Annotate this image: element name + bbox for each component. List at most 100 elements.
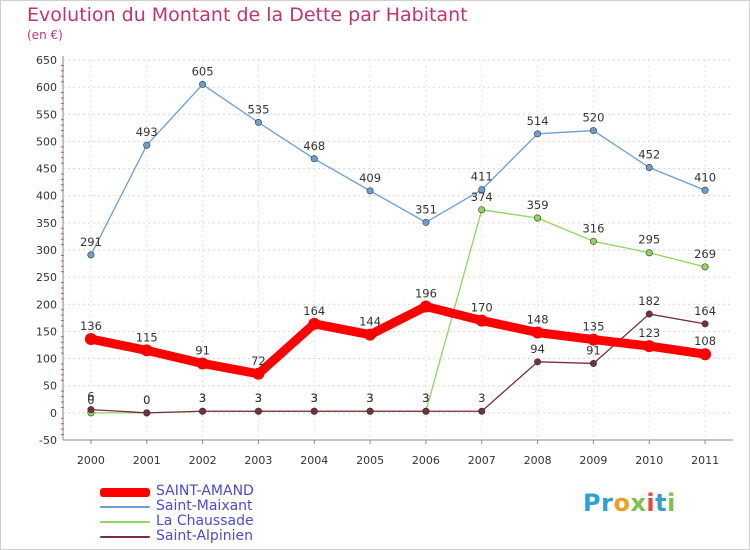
data-label: 409 bbox=[359, 171, 381, 185]
data-point bbox=[534, 358, 542, 366]
data-point bbox=[645, 249, 653, 257]
data-label: 351 bbox=[415, 202, 437, 216]
data-point bbox=[534, 130, 542, 138]
data-point bbox=[475, 314, 488, 327]
axes: -500501001502002503003504004505005506006… bbox=[36, 54, 733, 467]
data-label: 3 bbox=[311, 391, 318, 405]
data-label: 91 bbox=[586, 343, 601, 357]
data-point bbox=[589, 359, 597, 367]
legend-label: SAINT-AMAND bbox=[156, 483, 254, 499]
data-label: 0 bbox=[87, 393, 94, 407]
chart-title: Evolution du Montant de la Dette par Hab… bbox=[27, 4, 468, 26]
data-label: 94 bbox=[530, 342, 545, 356]
x-tick-label: 2009 bbox=[579, 454, 607, 467]
data-label: 359 bbox=[527, 198, 549, 212]
data-label: 493 bbox=[136, 125, 158, 139]
data-point bbox=[199, 407, 207, 415]
data-label: 144 bbox=[359, 315, 381, 329]
data-label: 196 bbox=[415, 286, 437, 300]
data-point bbox=[87, 406, 95, 414]
legend-swatch bbox=[100, 521, 150, 523]
data-point bbox=[587, 333, 600, 346]
data-label: 108 bbox=[694, 334, 716, 348]
data-point bbox=[364, 328, 377, 341]
legend-swatch bbox=[100, 536, 150, 538]
data-label: 605 bbox=[192, 64, 214, 78]
data-point bbox=[366, 407, 374, 415]
data-point bbox=[366, 187, 374, 195]
data-label: 3 bbox=[366, 391, 373, 405]
data-label: 148 bbox=[527, 313, 549, 327]
x-tick-label: 2006 bbox=[412, 454, 440, 467]
y-tick-label: 200 bbox=[36, 298, 57, 311]
legend-label: La Chaussade bbox=[156, 513, 254, 529]
x-tick-label: 2007 bbox=[468, 454, 496, 467]
data-label: 514 bbox=[527, 114, 549, 128]
data-point bbox=[701, 320, 709, 328]
data-label: 269 bbox=[694, 247, 716, 261]
x-tick-label: 2003 bbox=[244, 454, 272, 467]
data-label: 411 bbox=[471, 170, 493, 184]
y-tick-label: 250 bbox=[36, 271, 57, 284]
logo-letter: o bbox=[613, 489, 631, 517]
proxiti-logo: Proxiti bbox=[583, 489, 676, 517]
data-label: 3 bbox=[255, 391, 262, 405]
logo-letter: t bbox=[655, 489, 668, 517]
data-label: 3 bbox=[199, 391, 206, 405]
legend-swatch bbox=[100, 506, 150, 508]
data-point bbox=[701, 263, 709, 271]
data-point bbox=[308, 317, 321, 330]
grid bbox=[63, 59, 733, 441]
data-label: 164 bbox=[694, 304, 716, 318]
chart-unit: (en €) bbox=[27, 28, 63, 42]
data-label: 91 bbox=[195, 343, 210, 357]
data-label: 316 bbox=[582, 221, 604, 235]
data-point bbox=[140, 344, 153, 357]
logo-letter: i bbox=[646, 489, 656, 517]
y-tick-label: 650 bbox=[36, 54, 57, 67]
data-point bbox=[254, 407, 262, 415]
legend-label: Saint-Alpinien bbox=[156, 528, 253, 544]
data-label: 6 bbox=[87, 390, 94, 404]
data-label: 182 bbox=[638, 294, 660, 308]
data-point bbox=[143, 409, 151, 417]
series-line-saint-maixant bbox=[90, 83, 706, 256]
data-label: 3 bbox=[422, 391, 429, 405]
data-point bbox=[143, 141, 151, 149]
data-point bbox=[84, 333, 97, 346]
data-label: 0 bbox=[143, 393, 150, 407]
data-label: 170 bbox=[471, 301, 493, 315]
data-point bbox=[199, 80, 207, 88]
data-point bbox=[478, 206, 486, 214]
y-tick-label: 350 bbox=[36, 217, 57, 230]
series-line-la-chaussade bbox=[90, 209, 706, 414]
y-tick-label: 550 bbox=[36, 108, 57, 121]
data-point bbox=[254, 118, 262, 126]
data-label: 3 bbox=[199, 391, 206, 405]
y-tick-label: -50 bbox=[39, 434, 57, 447]
data-label: 3 bbox=[255, 391, 262, 405]
data-label: 135 bbox=[582, 320, 604, 334]
data-label: 535 bbox=[247, 102, 269, 116]
series bbox=[84, 80, 712, 417]
data-label: 295 bbox=[638, 233, 660, 247]
data-point bbox=[419, 300, 432, 313]
data-point bbox=[422, 218, 430, 226]
data-label: 410 bbox=[694, 170, 716, 184]
y-tick-label: 100 bbox=[36, 353, 57, 366]
y-tick-label: 300 bbox=[36, 244, 57, 257]
y-tick-label: 0 bbox=[50, 407, 57, 420]
data-label: 136 bbox=[80, 319, 102, 333]
x-tick-label: 2008 bbox=[524, 454, 552, 467]
data-label: 291 bbox=[80, 235, 102, 249]
y-tick-label: 600 bbox=[36, 81, 57, 94]
data-point bbox=[478, 407, 486, 415]
data-point bbox=[645, 310, 653, 318]
logo-letter: i bbox=[667, 489, 676, 517]
data-point bbox=[699, 348, 712, 361]
logo-letter: r bbox=[601, 489, 614, 517]
data-label: 164 bbox=[303, 304, 325, 318]
data-point bbox=[643, 340, 656, 353]
